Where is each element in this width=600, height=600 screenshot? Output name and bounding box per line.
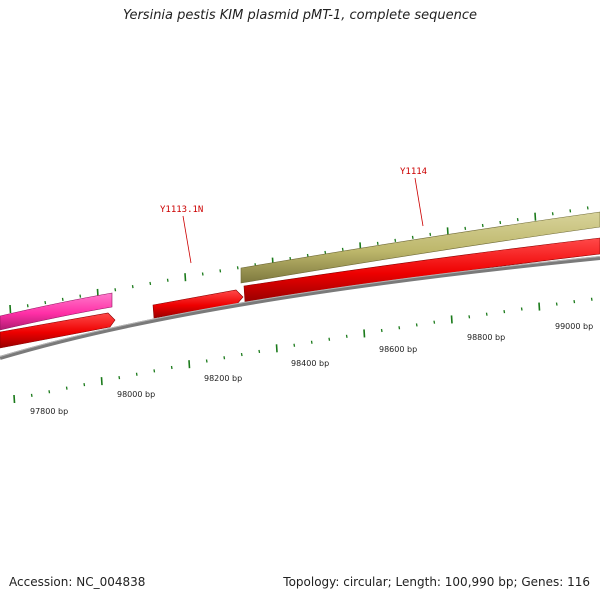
scale-tick	[240, 352, 243, 357]
outer-tick	[446, 227, 449, 236]
outer-tick	[61, 297, 64, 301]
gene-label-y1113-1n: Y1113.1N	[160, 205, 203, 264]
scale-tick	[310, 340, 313, 344]
outer-tick	[201, 272, 204, 276]
scale-tick	[100, 377, 103, 386]
gene-label-y1114: Y1114	[400, 167, 427, 227]
scale-label-99000: 99000 bp	[555, 322, 593, 331]
scale-tick	[135, 372, 138, 376]
scale-tick	[328, 337, 331, 341]
scale-tick	[538, 302, 541, 311]
outer-tick	[131, 284, 134, 289]
outer-tick	[114, 288, 117, 292]
scale-label-98600: 98600 bp	[379, 345, 417, 354]
outer-tick	[551, 212, 554, 216]
scale-tick	[555, 302, 558, 306]
scale-tick	[415, 323, 418, 327]
plasmid-backbone	[0, 256, 600, 360]
outer-tick	[236, 266, 239, 270]
scale-label-98200: 98200 bp	[204, 374, 242, 383]
scale-tick	[398, 326, 401, 330]
scale-tick-marks	[13, 297, 593, 404]
outer-tick	[79, 294, 82, 298]
scale-tick	[590, 297, 593, 301]
scale-tick	[223, 356, 226, 360]
scale-label-97800: 97800 bp	[30, 407, 68, 416]
outer-tick	[376, 241, 379, 245]
gene-y1114-band	[240, 211, 600, 284]
scale-tick	[468, 315, 471, 319]
outer-tick	[44, 300, 47, 305]
outer-tick	[586, 206, 589, 210]
scale-tick	[363, 329, 366, 338]
outer-tick	[149, 281, 152, 286]
accession-text: Accession: NC_004838	[9, 575, 146, 589]
scale-labels: 97800 bp 98000 bp 98200 bp 98400 bp 9860…	[30, 322, 593, 416]
gene-magenta-band	[0, 292, 113, 331]
gene-left-red-arrow	[0, 312, 116, 349]
scale-tick	[485, 312, 488, 316]
scale-tick	[275, 344, 278, 353]
scale-tick	[153, 369, 156, 373]
scale-label-98000: 98000 bp	[117, 390, 155, 399]
gene-y1113-1n-arrow	[152, 289, 244, 319]
outer-tick	[499, 220, 502, 225]
outer-tick	[306, 253, 309, 258]
scale-tick	[520, 307, 523, 311]
scale-label-98800: 98800 bp	[467, 333, 505, 342]
scale-tick	[48, 390, 51, 394]
outer-tick	[184, 273, 187, 282]
outer-tick	[9, 304, 12, 314]
scale-tick	[573, 300, 576, 304]
map-title: Yersinia pestis KIM plasmid pMT-1, compl…	[122, 8, 478, 23]
svg-text:Y1113.1N: Y1113.1N	[160, 205, 203, 215]
scale-tick	[65, 386, 68, 390]
outer-tick	[464, 226, 467, 231]
outer-tick	[324, 250, 327, 255]
scale-tick	[450, 315, 453, 324]
scale-tick	[170, 365, 173, 370]
outer-tick	[481, 223, 484, 228]
outer-tick	[429, 232, 432, 236]
scale-tick	[118, 376, 121, 380]
scale-tick	[345, 334, 348, 338]
scale-tick	[503, 309, 506, 314]
outer-tick	[516, 217, 519, 222]
scale-tick	[83, 383, 86, 387]
scale-tick	[30, 393, 33, 397]
outer-tick	[26, 304, 29, 308]
scale-tick	[380, 328, 383, 333]
scale-tick	[188, 360, 191, 369]
outer-tick	[219, 269, 222, 273]
scale-tick	[433, 320, 436, 324]
scale-tick	[13, 394, 16, 404]
outer-tick	[341, 247, 344, 252]
scale-label-98400: 98400 bp	[291, 359, 329, 368]
outer-tick	[534, 212, 537, 221]
scale-tick	[258, 349, 261, 354]
outer-tick	[569, 209, 572, 213]
outer-tick	[411, 235, 414, 239]
svg-text:Y1114: Y1114	[400, 167, 427, 177]
scale-tick	[205, 359, 208, 363]
outer-tick	[394, 238, 397, 242]
outer-tick	[166, 278, 169, 282]
topology-summary-text: Topology: circular; Length: 100,990 bp; …	[283, 575, 590, 589]
scale-tick	[293, 343, 296, 347]
